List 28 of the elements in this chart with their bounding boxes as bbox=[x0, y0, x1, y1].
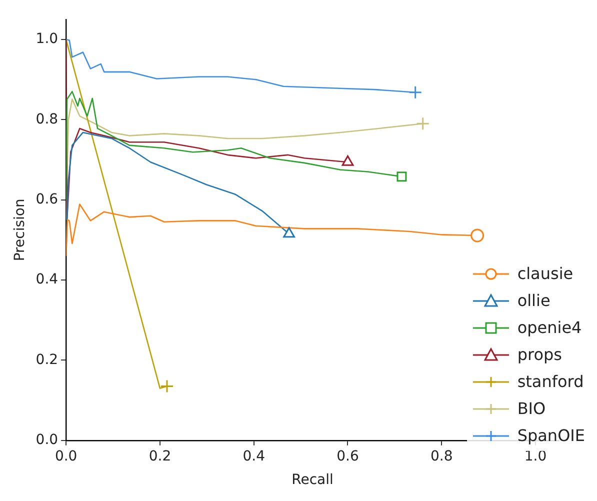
y-tick-label: 0.6 bbox=[36, 191, 58, 208]
y-axis-title: Precision bbox=[12, 198, 28, 262]
legend-label: BIO bbox=[517, 399, 546, 418]
y-tick-label: 0.0 bbox=[36, 432, 58, 448]
y-tick-label: 1.0 bbox=[36, 31, 58, 48]
y-tick-label: 0.8 bbox=[36, 111, 58, 128]
x-tick-label: 0.0 bbox=[54, 448, 78, 464]
legend-label: ollie bbox=[517, 291, 550, 310]
y-tick-label: 0.4 bbox=[36, 272, 58, 288]
x-axis-title: Recall bbox=[292, 472, 334, 488]
point bbox=[470, 228, 484, 242]
x-tick-label: 0.4 bbox=[242, 448, 266, 464]
point bbox=[160, 380, 174, 394]
point bbox=[416, 116, 430, 130]
point bbox=[283, 227, 296, 238]
point bbox=[342, 155, 354, 166]
x-tick-label: 1.0 bbox=[524, 448, 547, 464]
legend-label: clausie bbox=[517, 264, 574, 283]
x-tick-label: 0.6 bbox=[336, 448, 359, 464]
x-tick-label: 0.8 bbox=[430, 448, 453, 464]
y-tick-label: 0.2 bbox=[36, 352, 58, 368]
legend-label: openie4 bbox=[517, 318, 582, 337]
legend-label: props bbox=[517, 345, 562, 364]
point bbox=[396, 172, 407, 182]
legend-label: stanford bbox=[517, 372, 584, 391]
x-tick-label: 0.2 bbox=[148, 448, 172, 464]
legend-label: SpanOIE bbox=[517, 426, 585, 445]
point bbox=[408, 86, 422, 100]
